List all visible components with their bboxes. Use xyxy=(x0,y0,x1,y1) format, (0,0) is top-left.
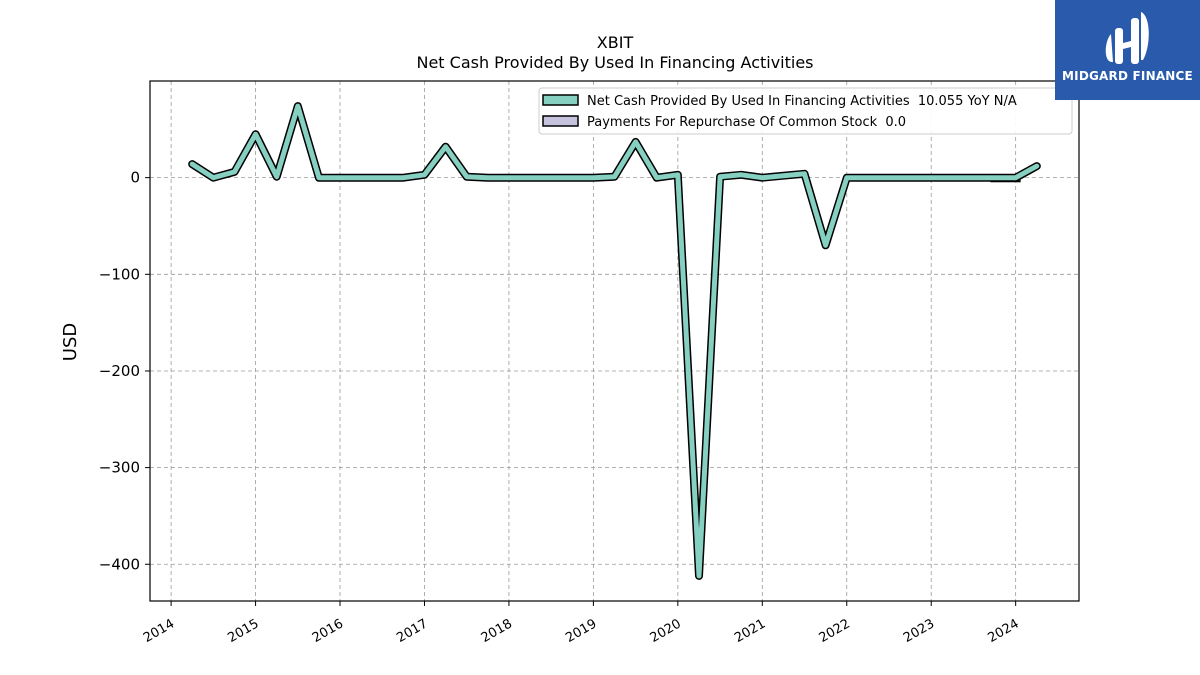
logo-mark-icon xyxy=(1105,12,1149,64)
x-tick-label: 2020 xyxy=(648,616,684,646)
x-tick-label: 2019 xyxy=(563,616,599,646)
x-tick-label: 2015 xyxy=(225,616,261,646)
y-tick-label: 0 xyxy=(130,169,140,187)
legend-label-net-cash: Net Cash Provided By Used In Financing A… xyxy=(587,94,1017,109)
chart-subtitle: Net Cash Provided By Used In Financing A… xyxy=(416,53,813,72)
x-tick-label: 2024 xyxy=(985,616,1021,646)
grid xyxy=(150,81,1079,601)
legend-swatch-repurchase xyxy=(542,115,579,127)
x-tick-label: 2021 xyxy=(732,616,768,646)
x-tick-label: 2014 xyxy=(141,616,177,646)
x-tick-label: 2017 xyxy=(394,616,430,646)
x-tick-label: 2022 xyxy=(817,616,853,646)
x-tick-label: 2016 xyxy=(310,616,346,646)
legend: Net Cash Provided By Used In Financing A… xyxy=(538,87,1073,135)
x-tick-label: 2018 xyxy=(479,616,515,646)
y-tick-label: −300 xyxy=(99,459,140,477)
series-lines xyxy=(188,102,1041,580)
y-tick-label: −400 xyxy=(99,555,140,573)
brand-logo: MIDGARD FINANCE xyxy=(1055,0,1200,100)
x-tick-label: 2023 xyxy=(901,616,937,646)
legend-label-repurchase: Payments For Repurchase Of Common Stock … xyxy=(587,115,906,130)
chart-title: XBIT xyxy=(597,33,634,52)
series-line xyxy=(189,103,1040,579)
logo-text: MIDGARD FINANCE xyxy=(1062,69,1193,83)
legend-swatch-net-cash xyxy=(542,94,579,106)
y-tick-label: −200 xyxy=(99,362,140,380)
legend-box xyxy=(538,87,1073,135)
axis-ticks: 0 −100 −200 −300 −400 2014 2015 2016 2017 2018 201… xyxy=(99,169,1022,646)
y-axis-label: USD xyxy=(60,323,81,361)
y-tick-label: −100 xyxy=(99,265,140,283)
plot-frame xyxy=(149,80,1080,602)
